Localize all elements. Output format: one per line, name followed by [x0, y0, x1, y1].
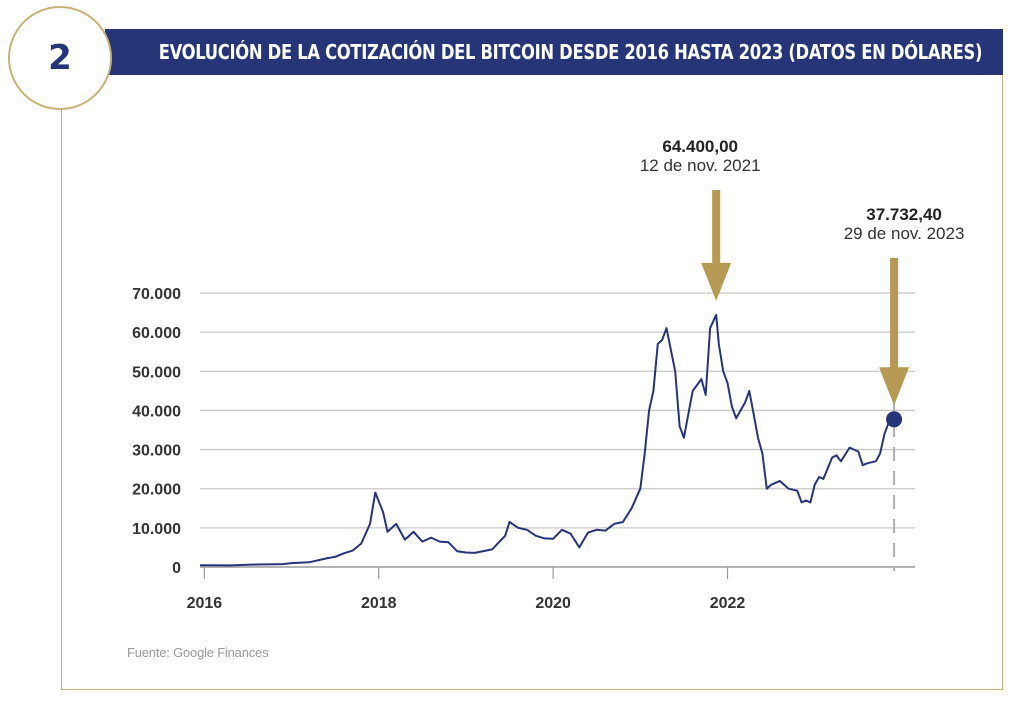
- y-tick-label: 40.000: [132, 403, 181, 420]
- annotation-arrow: [701, 190, 732, 301]
- x-tick-label: 2016: [187, 595, 223, 612]
- y-tick-label: 60.000: [132, 325, 181, 342]
- y-tick-label: 50.000: [132, 364, 181, 381]
- y-tick-label: 30.000: [132, 443, 181, 460]
- bitcoin-price-line: [199, 313, 895, 567]
- figure-number-badge: 2: [8, 6, 112, 110]
- source-note: Fuente: Google Finances: [127, 645, 269, 660]
- current-price-dot: [886, 411, 903, 428]
- title-banner: EVOLUCIÓN DE LA COTIZACIÓN DEL BITCOIN D…: [105, 29, 1003, 75]
- x-tick-label: 2020: [535, 595, 571, 612]
- chart-title: EVOLUCIÓN DE LA COTIZACIÓN DEL BITCOIN D…: [158, 40, 983, 64]
- annotation-date: 29 de nov. 2023: [844, 224, 965, 243]
- y-tick-label: 0: [172, 560, 181, 577]
- y-tick-label: 20.000: [132, 482, 181, 499]
- x-tick-label: 2018: [361, 595, 397, 612]
- y-tick-label: 70.000: [132, 286, 181, 303]
- figure-number: 2: [48, 38, 72, 78]
- y-tick-label: 10.000: [132, 521, 181, 538]
- annotation-arrow: [879, 258, 910, 406]
- annotation-value: 37.732,40: [866, 205, 942, 224]
- annotation-date: 12 de nov. 2021: [640, 156, 761, 175]
- chart-frame: [61, 60, 1003, 690]
- annotation-value: 64.400,00: [662, 137, 738, 156]
- x-tick-label: 2022: [710, 595, 746, 612]
